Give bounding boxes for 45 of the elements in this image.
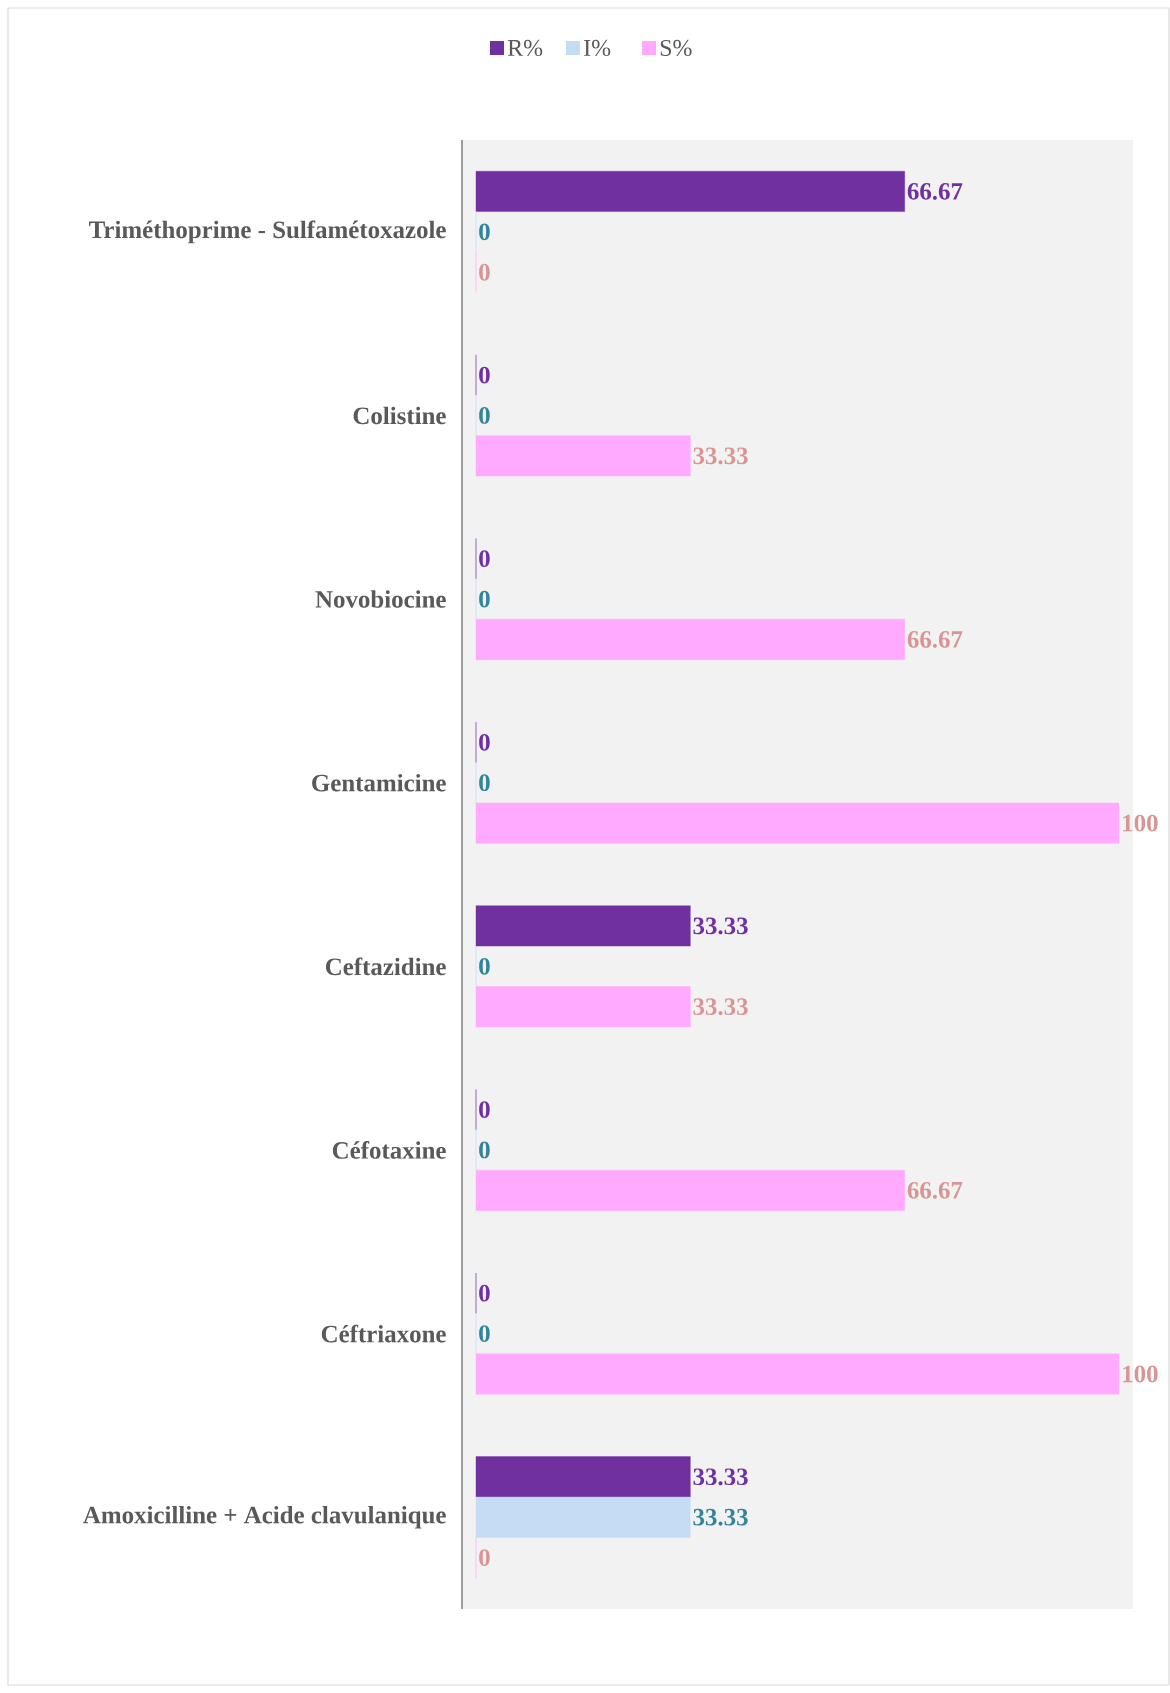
data-label: 0 [479,1141,490,1159]
y-tick-label: Novobiocine [315,590,446,608]
bar [475,435,691,477]
data-label: 0 [479,366,490,384]
data-label: 0 [479,550,490,568]
data-label: 33.33 [693,1508,748,1526]
bar [475,986,691,1028]
data-label: 33.33 [693,998,748,1016]
data-label: 33.33 [693,917,748,935]
data-label: 0 [479,733,490,751]
y-tick-label: Gentamicine [312,773,446,792]
data-label: 100 [1123,1365,1158,1383]
bar [475,619,905,660]
data-label: 0 [479,223,490,241]
y-tick-label: Ceftazidine [325,957,446,976]
data-label: 66.67 [907,1181,963,1199]
data-label: 33.33 [693,447,748,465]
bar [475,171,905,212]
data-label: 0 [479,263,490,281]
legend-label: I% [584,39,611,57]
data-label: 0 [479,1101,490,1118]
bar [475,1353,1120,1395]
data-label: 0 [479,590,490,608]
data-label: 0 [479,1284,490,1302]
y-tick-label: Triméthoprime - Sulfamétoxazole [89,220,446,244]
data-label: 100 [1123,814,1158,832]
bar [475,1169,905,1211]
y-tick-label: Céfotaxine [332,1141,446,1159]
y-tick-label: Colistine [353,406,446,425]
bar [475,802,1120,844]
data-label: 0 [479,957,490,975]
legend-label: R% [507,39,543,57]
data-label: 0 [479,774,490,792]
y-tick-label: Céftriaxone [321,1324,446,1343]
bar [475,905,691,947]
data-label: 33.33 [693,1468,748,1486]
data-label: 66.67 [907,183,963,200]
data-label: 0 [479,1325,490,1342]
data-label: 0 [479,1549,490,1567]
y-tick-label: Amoxicilline + Acide clavulanique [83,1505,446,1529]
bar [475,1496,691,1538]
bar [475,1456,691,1498]
data-label: 0 [479,407,490,424]
legend-label: S% [660,39,692,57]
data-label: 66.67 [907,631,963,648]
